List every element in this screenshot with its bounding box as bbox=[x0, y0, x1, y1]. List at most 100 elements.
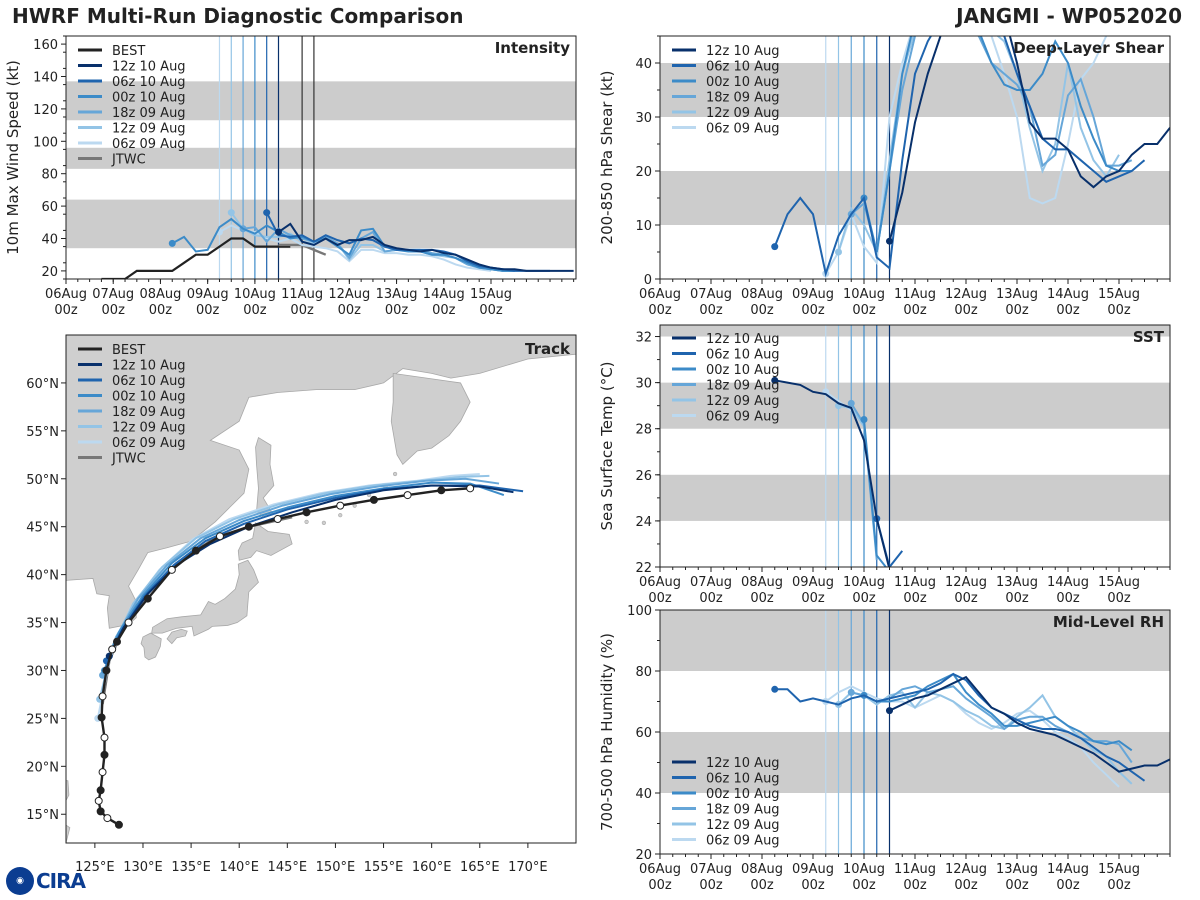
track-xtick-label-2: 135°E bbox=[171, 860, 211, 875]
track-legend-label-5: 12z 09 Aug bbox=[112, 421, 186, 436]
shear-series-5 bbox=[824, 36, 1108, 275]
rh-xtick-label-hour-4: 00z bbox=[852, 878, 876, 893]
track-plot-area bbox=[66, 335, 576, 843]
rh-xtick-label-hour-8: 00z bbox=[1056, 878, 1080, 893]
rh-title: Mid-Level RH bbox=[1053, 613, 1164, 631]
sst-band-1 bbox=[660, 382, 1170, 429]
rh-xtick-label-hour-5: 00z bbox=[903, 878, 927, 893]
intensity-ytick-label-6: 140 bbox=[33, 71, 58, 86]
track-best-point-5 bbox=[98, 768, 107, 777]
intensity-legend-label-0: BEST bbox=[112, 44, 145, 59]
rh-xtick-label-day-3: 09Aug bbox=[792, 862, 834, 877]
intensity-series-2-init-dot bbox=[168, 239, 176, 247]
intensity-ytick-label-5: 120 bbox=[33, 103, 58, 118]
shear-ytick-label-3: 30 bbox=[635, 111, 652, 126]
shear-ylabel: 200-850 hPa Shear (kt) bbox=[598, 71, 616, 245]
track-xtick-label-8: 165°E bbox=[460, 860, 500, 875]
track-series-2 bbox=[103, 481, 505, 671]
sst-plot-area bbox=[660, 325, 1170, 567]
sst-ytick-label-0: 22 bbox=[635, 561, 652, 576]
sst-xtick-label-hour-7: 00z bbox=[1005, 591, 1029, 606]
intensity-frame bbox=[65, 35, 577, 280]
track-best-point-9 bbox=[98, 692, 107, 701]
rh-ytick-label-4: 100 bbox=[627, 604, 652, 619]
shear-xtick-label-hour-2: 00z bbox=[750, 303, 774, 318]
track-best-point-23 bbox=[403, 491, 412, 500]
shear-ytick-label-0: 0 bbox=[644, 273, 652, 288]
track-ytick-label-6: 45°N bbox=[26, 521, 59, 536]
rh-ytick-label-3: 80 bbox=[635, 665, 652, 680]
intensity-series-0-init-dot bbox=[275, 228, 282, 236]
intensity-series-2 bbox=[171, 217, 515, 272]
shear-ytick-label-1: 10 bbox=[635, 219, 652, 234]
sst-legend-label-0: 12z 10 Aug bbox=[706, 332, 780, 347]
track-best-point-1 bbox=[103, 814, 112, 823]
track-best-point-4 bbox=[96, 786, 105, 795]
land-kuril-island-0 bbox=[304, 519, 309, 525]
intensity-legend-label-1: 12z 10 Aug bbox=[112, 60, 186, 75]
intensity-ytick-label-1: 40 bbox=[41, 233, 58, 248]
sst-ytick-label-2: 26 bbox=[635, 469, 652, 484]
intensity-ytick-label-2: 60 bbox=[41, 200, 58, 215]
sst-xtick-label-day-3: 09Aug bbox=[792, 575, 834, 590]
sst-xtick-label-hour-2: 00z bbox=[750, 591, 774, 606]
track-xtick-label-6: 155°E bbox=[364, 860, 404, 875]
track-xtick-label-1: 130°E bbox=[123, 860, 163, 875]
shear-legend-label-0: 12z 10 Aug bbox=[706, 44, 780, 59]
sst-xtick-label-hour-3: 00z bbox=[801, 591, 825, 606]
shear-series-1-init-dot bbox=[771, 243, 779, 251]
intensity-xtick-label-hour-7: 00z bbox=[385, 303, 409, 318]
rh-legend-label-2: 00z 10 Aug bbox=[706, 787, 780, 802]
rh-panel: 2040608010006Aug00z07Aug00z08Aug00z09Aug… bbox=[598, 604, 1171, 893]
track-best-point-20 bbox=[302, 508, 311, 517]
sst-legend-label-4: 12z 09 Aug bbox=[706, 394, 780, 409]
shear-xtick-label-day-3: 09Aug bbox=[792, 287, 834, 302]
storm-name: JANGMI - WP052020 bbox=[956, 4, 1182, 28]
intensity-ytick-label-3: 80 bbox=[41, 168, 58, 183]
track-best-point-15 bbox=[167, 565, 176, 574]
track-best-point-24 bbox=[437, 486, 446, 495]
intensity-xtick-label-day-4: 10Aug bbox=[234, 287, 276, 302]
rh-legend-label-1: 06z 10 Aug bbox=[706, 772, 780, 787]
shear-xtick-label-hour-0: 00z bbox=[648, 303, 672, 318]
shear-xtick-label-day-5: 11Aug bbox=[894, 287, 936, 302]
shear-plot-area bbox=[660, 36, 1170, 279]
sst-ytick-label-3: 28 bbox=[635, 423, 652, 438]
track-best-point-6 bbox=[100, 750, 109, 759]
intensity-title: Intensity bbox=[495, 39, 571, 57]
sst-panel: 22242628303206Aug00z07Aug00z08Aug00z09Au… bbox=[598, 324, 1171, 606]
rh-plot-area bbox=[660, 610, 1170, 854]
sst-xtick-label-day-8: 14Aug bbox=[1047, 575, 1089, 590]
rh-xtick-label-day-9: 15Aug bbox=[1098, 862, 1140, 877]
track-legend-label-6: 06z 09 Aug bbox=[112, 436, 186, 451]
rh-xtick-label-day-1: 07Aug bbox=[690, 862, 732, 877]
shear-xtick-label-hour-1: 00z bbox=[699, 303, 723, 318]
track-ytick-label-7: 50°N bbox=[26, 473, 59, 488]
track-ytick-label-0: 15°N bbox=[26, 808, 59, 823]
shear-panel: 01020304006Aug00z07Aug00z08Aug00z09Aug00… bbox=[598, 35, 1171, 318]
rh-xtick-label-hour-9: 00z bbox=[1107, 878, 1131, 893]
cira-logo-text: CIRA bbox=[36, 869, 86, 893]
sst-xtick-label-day-4: 10Aug bbox=[843, 575, 885, 590]
track-ytick-label-2: 25°N bbox=[26, 712, 59, 727]
track-xtick-label-3: 140°E bbox=[219, 860, 259, 875]
rh-ytick-label-0: 20 bbox=[635, 848, 652, 863]
track-best-point-22 bbox=[369, 495, 378, 504]
intensity-xtick-label-hour-9: 00z bbox=[479, 303, 503, 318]
rh-xtick-label-hour-1: 00z bbox=[699, 878, 723, 893]
shear-xtick-label-day-4: 10Aug bbox=[843, 287, 885, 302]
track-frame bbox=[65, 334, 577, 844]
intensity-ytick-label-4: 100 bbox=[33, 135, 58, 150]
shear-series-0 bbox=[888, 36, 1170, 242]
intensity-ytick-label-0: 20 bbox=[41, 265, 58, 280]
shear-ytick-label-4: 40 bbox=[635, 57, 652, 72]
sst-xtick-label-hour-9: 00z bbox=[1107, 591, 1131, 606]
shear-xtick-label-hour-4: 00z bbox=[852, 303, 876, 318]
track-xtick-label-5: 150°E bbox=[316, 860, 356, 875]
intensity-xtick-label-day-9: 15Aug bbox=[470, 287, 512, 302]
intensity-legend-label-3: 00z 10 Aug bbox=[112, 91, 186, 106]
